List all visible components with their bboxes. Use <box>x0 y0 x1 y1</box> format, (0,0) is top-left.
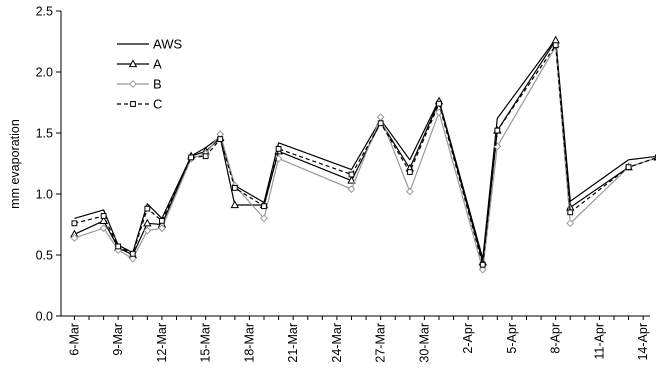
series-c-point <box>552 42 559 49</box>
series-b-point <box>70 234 79 242</box>
series-b-point <box>478 265 487 274</box>
series-b-point <box>566 219 575 228</box>
series-a-point <box>551 35 560 44</box>
series-c-point <box>217 136 224 142</box>
series-c-point <box>494 127 501 134</box>
series-b-point <box>274 154 283 163</box>
series-c-point <box>406 169 413 175</box>
x-tick-label: 18-Mar <box>242 323 256 363</box>
series-c-point <box>159 217 165 224</box>
series-a-point <box>143 218 152 227</box>
legend-item-aws: AWS <box>117 37 182 52</box>
series-layer <box>70 35 656 274</box>
y-tick-label: 0.5 <box>36 249 53 263</box>
series-a-point <box>347 175 356 184</box>
series-c-point <box>567 209 574 216</box>
series-c <box>71 42 656 268</box>
x-tick-label: 2-Apr <box>461 323 475 354</box>
series-c-point <box>436 100 442 107</box>
legend-item-b: B <box>117 77 162 92</box>
y-tick-label: 2.5 <box>36 5 53 19</box>
x-tick-label: 11-Apr <box>592 323 606 360</box>
x-tick-label: 24-Mar <box>330 323 344 363</box>
legend-label-c: C <box>153 97 162 112</box>
legend-marker-a <box>128 59 138 68</box>
series-b-point <box>376 113 385 122</box>
series-a-point <box>99 216 108 224</box>
series-aws-line <box>74 38 656 260</box>
legend-item-c: C <box>117 97 162 112</box>
series-c-point <box>115 243 122 250</box>
series-c-point <box>100 213 107 219</box>
series-c-point <box>348 171 355 178</box>
series-b-point <box>99 224 108 233</box>
y-tick-label: 0.0 <box>36 310 53 324</box>
series-c-point <box>479 261 486 268</box>
y-tick-label: 2.0 <box>36 66 53 80</box>
series-c-point <box>231 185 238 191</box>
series-aws <box>74 38 656 260</box>
x-tick-label: 15-Mar <box>199 323 213 363</box>
legend-item-a: A <box>117 57 162 72</box>
legend: AWS ABC <box>117 37 182 112</box>
series-c-point <box>188 154 194 161</box>
y-axis-title: mm evaporation <box>8 119 22 209</box>
series-a-line <box>74 39 656 263</box>
series-a-point <box>230 200 240 209</box>
x-tick-label: 27-Mar <box>374 323 388 363</box>
legend-label-a: A <box>153 57 162 72</box>
series-c-point <box>377 120 384 127</box>
series-c-point <box>144 205 151 212</box>
x-tick-label: 5-Apr <box>505 323 519 354</box>
y-tick-label: 1.5 <box>36 127 53 141</box>
x-tick-label: 9-Mar <box>111 323 125 356</box>
legend-marker-c <box>130 101 136 107</box>
series-b-point <box>158 224 166 233</box>
series-c-point <box>625 164 632 171</box>
series-c-point <box>275 145 282 152</box>
x-tick-label: 30-Mar <box>417 323 431 363</box>
series-c-point <box>71 220 78 227</box>
x-tick-label: 6-Mar <box>67 323 81 356</box>
series-b-line <box>74 45 656 271</box>
series-b-point <box>347 185 356 194</box>
series-c-point <box>129 250 136 257</box>
series-b-point <box>260 214 268 223</box>
x-tick-label: 21-Mar <box>286 323 300 363</box>
axes: 0.0 0.5 1.0 1.5 2.0 2.5 6-Mar 9-Mar 12-Mar 15-Mar… <box>36 5 651 363</box>
x-tick-label: 12-Mar <box>155 323 169 363</box>
series-c-point <box>261 203 267 210</box>
legend-label-aws: AWS <box>153 37 182 52</box>
series-c-point <box>202 153 209 160</box>
x-tick-label: 14-Apr <box>636 323 650 361</box>
legend-marker-b <box>129 80 137 88</box>
series-b-point <box>128 254 137 263</box>
x-tick-label: 8-Apr <box>549 323 563 354</box>
series-b-point <box>405 187 414 196</box>
series-b-point <box>143 226 152 235</box>
legend-label-b: B <box>153 77 162 92</box>
y-tick-label: 1.0 <box>36 188 53 202</box>
